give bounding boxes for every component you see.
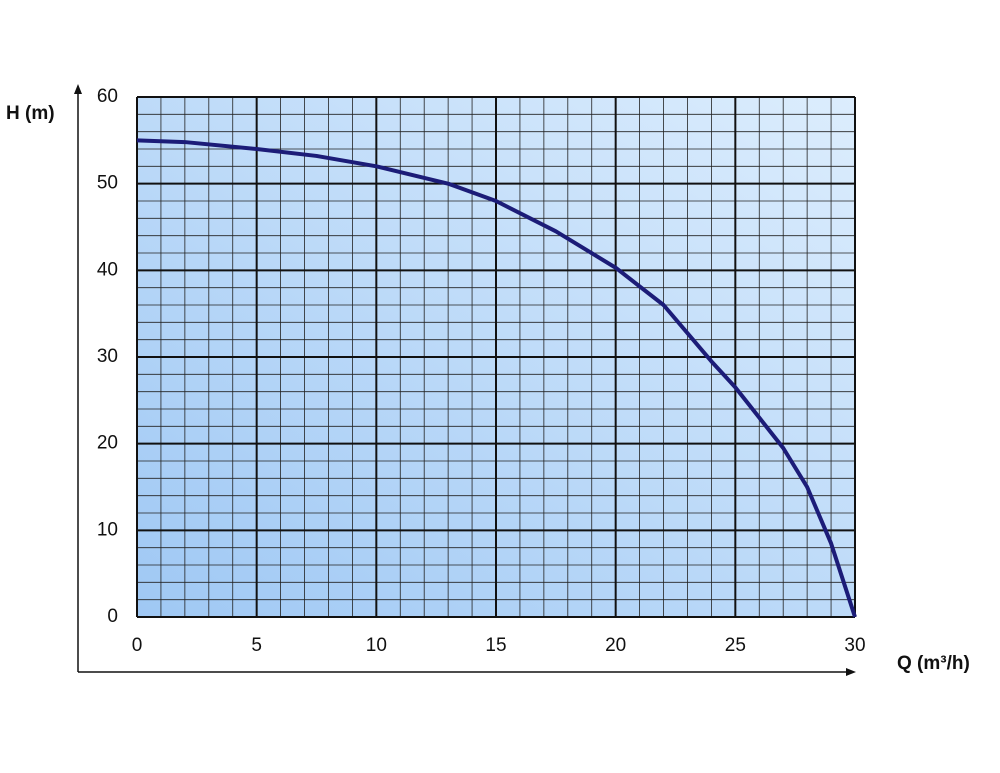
x-tick-label: 15 <box>485 635 506 656</box>
y-tick-label: 10 <box>97 519 118 540</box>
x-axis-label: Q (m³/h) <box>897 653 970 674</box>
y-axis-label: H (m) <box>6 103 55 124</box>
y-tick-label: 60 <box>97 86 118 107</box>
y-tick-label: 20 <box>97 433 118 454</box>
y-arrow <box>74 84 82 94</box>
curve <box>136 138 857 618</box>
y-tick-label: 30 <box>97 346 118 367</box>
grid <box>136 96 856 618</box>
x-tick-label: 30 <box>844 635 865 656</box>
y-tick-label: 50 <box>97 173 118 194</box>
x-arrow <box>846 668 856 676</box>
y-tick-label: 0 <box>107 606 118 627</box>
x-tick-label: 10 <box>366 635 387 656</box>
x-tick-label: 0 <box>132 635 143 656</box>
x-tick-label: 25 <box>725 635 746 656</box>
y-tick-label: 40 <box>97 259 118 280</box>
x-tick-label: 20 <box>605 635 626 656</box>
x-tick-label: 5 <box>251 635 262 656</box>
